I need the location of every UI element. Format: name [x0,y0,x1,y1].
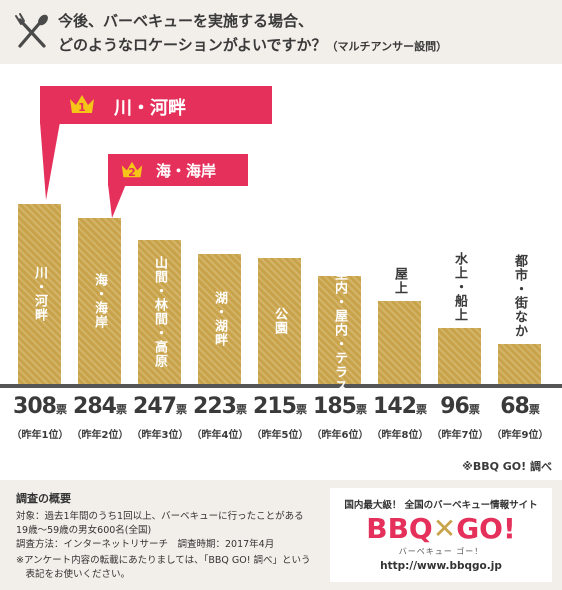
bar-value-label: 284票 [69,394,131,419]
bar-prev-rank: （昨年7位） [431,430,489,441]
logo-kana: バーベキュー ゴー！ [398,547,484,556]
crown-icon: 2 [120,159,144,180]
bar-prev-rank: （昨年1位） [11,430,69,441]
bar-prev-rank: （昨年6位） [311,430,369,441]
rank1-callout-tail [40,122,60,200]
bar-value-label: 223票 [189,394,251,419]
bar-category-label: 水上・船上 [452,252,467,322]
crown-icon: 1 [68,92,96,116]
bar-value-number: 142 [373,394,417,419]
bar-value-unit: 票 [235,403,247,416]
rank2-number: 2 [128,166,136,179]
bar-category-label: 海・海岸 [92,273,107,329]
bar-value-label: 185票 [309,394,371,419]
survey-line: 調査方法：インターネットリサーチ 調査時期：2017年4月 [16,539,275,550]
bar-value-number: 215 [253,394,297,419]
bbqgo-logo[interactable]: 国内最大級！ 全国のバーベキュー情報サイト BBQ✕GO! バーベキュー ゴー！… [330,488,552,582]
bar [498,344,541,384]
chart-title-note: （マルチアンサー設問） [326,40,448,53]
rank1-number: 1 [78,101,86,114]
bar-prev-rank: （昨年3位） [131,430,189,441]
bar-prev-rank: （昨年8位） [371,430,429,441]
bar-value-label: 247票 [129,394,191,419]
bar-value-label: 96票 [429,394,491,419]
rank1-callout: 1 川・河畔 [40,86,272,124]
bar-value-label: 308票 [9,394,71,419]
bar-value-number: 68 [500,394,530,419]
bar-value-unit: 票 [528,403,540,416]
bar [318,276,361,384]
bar-value-number: 96 [440,394,470,419]
logo-cross-mark: ✕ [432,512,457,545]
survey-title: 調査の概要 [16,492,71,505]
bar-value-number: 284 [73,394,117,419]
bar-value-unit: 票 [175,403,187,416]
bar [18,204,61,384]
bar-value-unit: 票 [115,403,127,416]
bar-value-unit: 票 [55,403,67,416]
bar [78,218,121,384]
logo-part2: GO! [456,512,516,545]
rank2-label: 海・海岸 [156,162,217,180]
site-url-link[interactable]: http://www.bbqgo.jp [380,560,502,572]
bar-category-label: 都市・街なか [512,254,527,338]
bar-prev-rank: （昨年2位） [71,430,129,441]
bar-category-label: 山間・林間・高原 [152,256,167,368]
header: 今後、バーベキューを実施する場合、 どのようなロケーションがよいですか？（マルチ… [0,0,562,64]
bar-prev-rank: （昨年4位） [191,430,249,441]
logo-tagline: 国内最大級！ 全国のバーベキュー情報サイト [344,500,538,511]
chart-title-line1: 今後、バーベキューを実施する場合、 [58,12,314,30]
source-note: ※BBQ GO! 調べ [462,460,552,473]
bar [378,301,421,384]
bar-value-number: 185 [313,394,357,419]
survey-line: 対象：過去1年間のうち1回以上、バーベキューに行ったことがある [16,511,304,522]
bar-category-label: 室内・屋内・テラス [332,267,347,393]
chart-title-line2: どのようなロケーションがよいですか？（マルチアンサー設問） [58,34,447,55]
rank2-callout: 2 海・海岸 [108,154,248,186]
bar-value-unit: 票 [468,403,480,416]
bar-value-label: 215票 [249,394,311,419]
rank2-callout-tail [108,184,126,218]
survey-line: 19歳～59歳の男女600名(全国) [16,525,152,536]
bar [438,328,481,384]
bar [198,254,241,384]
survey-line: ※アンケート内容の転載にあたりましては、「BBQ GO! 調べ」という [16,555,311,566]
bar [138,240,181,384]
footer: 調査の概要 対象：過去1年間のうち1回以上、バーベキューに行ったことがある 19… [0,480,562,590]
bar-value-number: 308 [13,394,57,419]
bar-value-number: 223 [193,394,237,419]
bar-value-label: 142票 [369,394,431,419]
bar-category-label: 川・河畔 [32,266,47,322]
chart-title-main: どのようなロケーションがよいですか？ [58,36,327,54]
logo-part1: BBQ [366,512,433,545]
chart-baseline [0,384,562,388]
logo-wordmark: BBQ✕GO! [330,512,552,545]
survey-line: 表記をお使いください。 [16,569,131,580]
bar-prev-rank: （昨年5位） [251,430,309,441]
fork-knife-icon [15,13,48,48]
bar-value-label: 68票 [489,394,551,419]
bar-category-label: 公園 [272,307,287,335]
bar-value-unit: 票 [295,403,307,416]
bar-prev-rank: （昨年9位） [491,430,549,441]
bar-value-number: 247 [133,394,177,419]
bar-value-unit: 票 [415,403,427,416]
bar-chart: 1 川・河畔 2 海・海岸 川・河畔 308票 （昨年1位） 海・海岸 284票 （昨年2… [0,64,562,464]
bar-category-label: 湖・湖畔 [212,291,227,347]
bar-category-label: 屋上 [392,267,407,295]
bar [258,258,301,384]
rank1-label: 川・河畔 [114,98,186,119]
bar-value-unit: 票 [355,403,367,416]
